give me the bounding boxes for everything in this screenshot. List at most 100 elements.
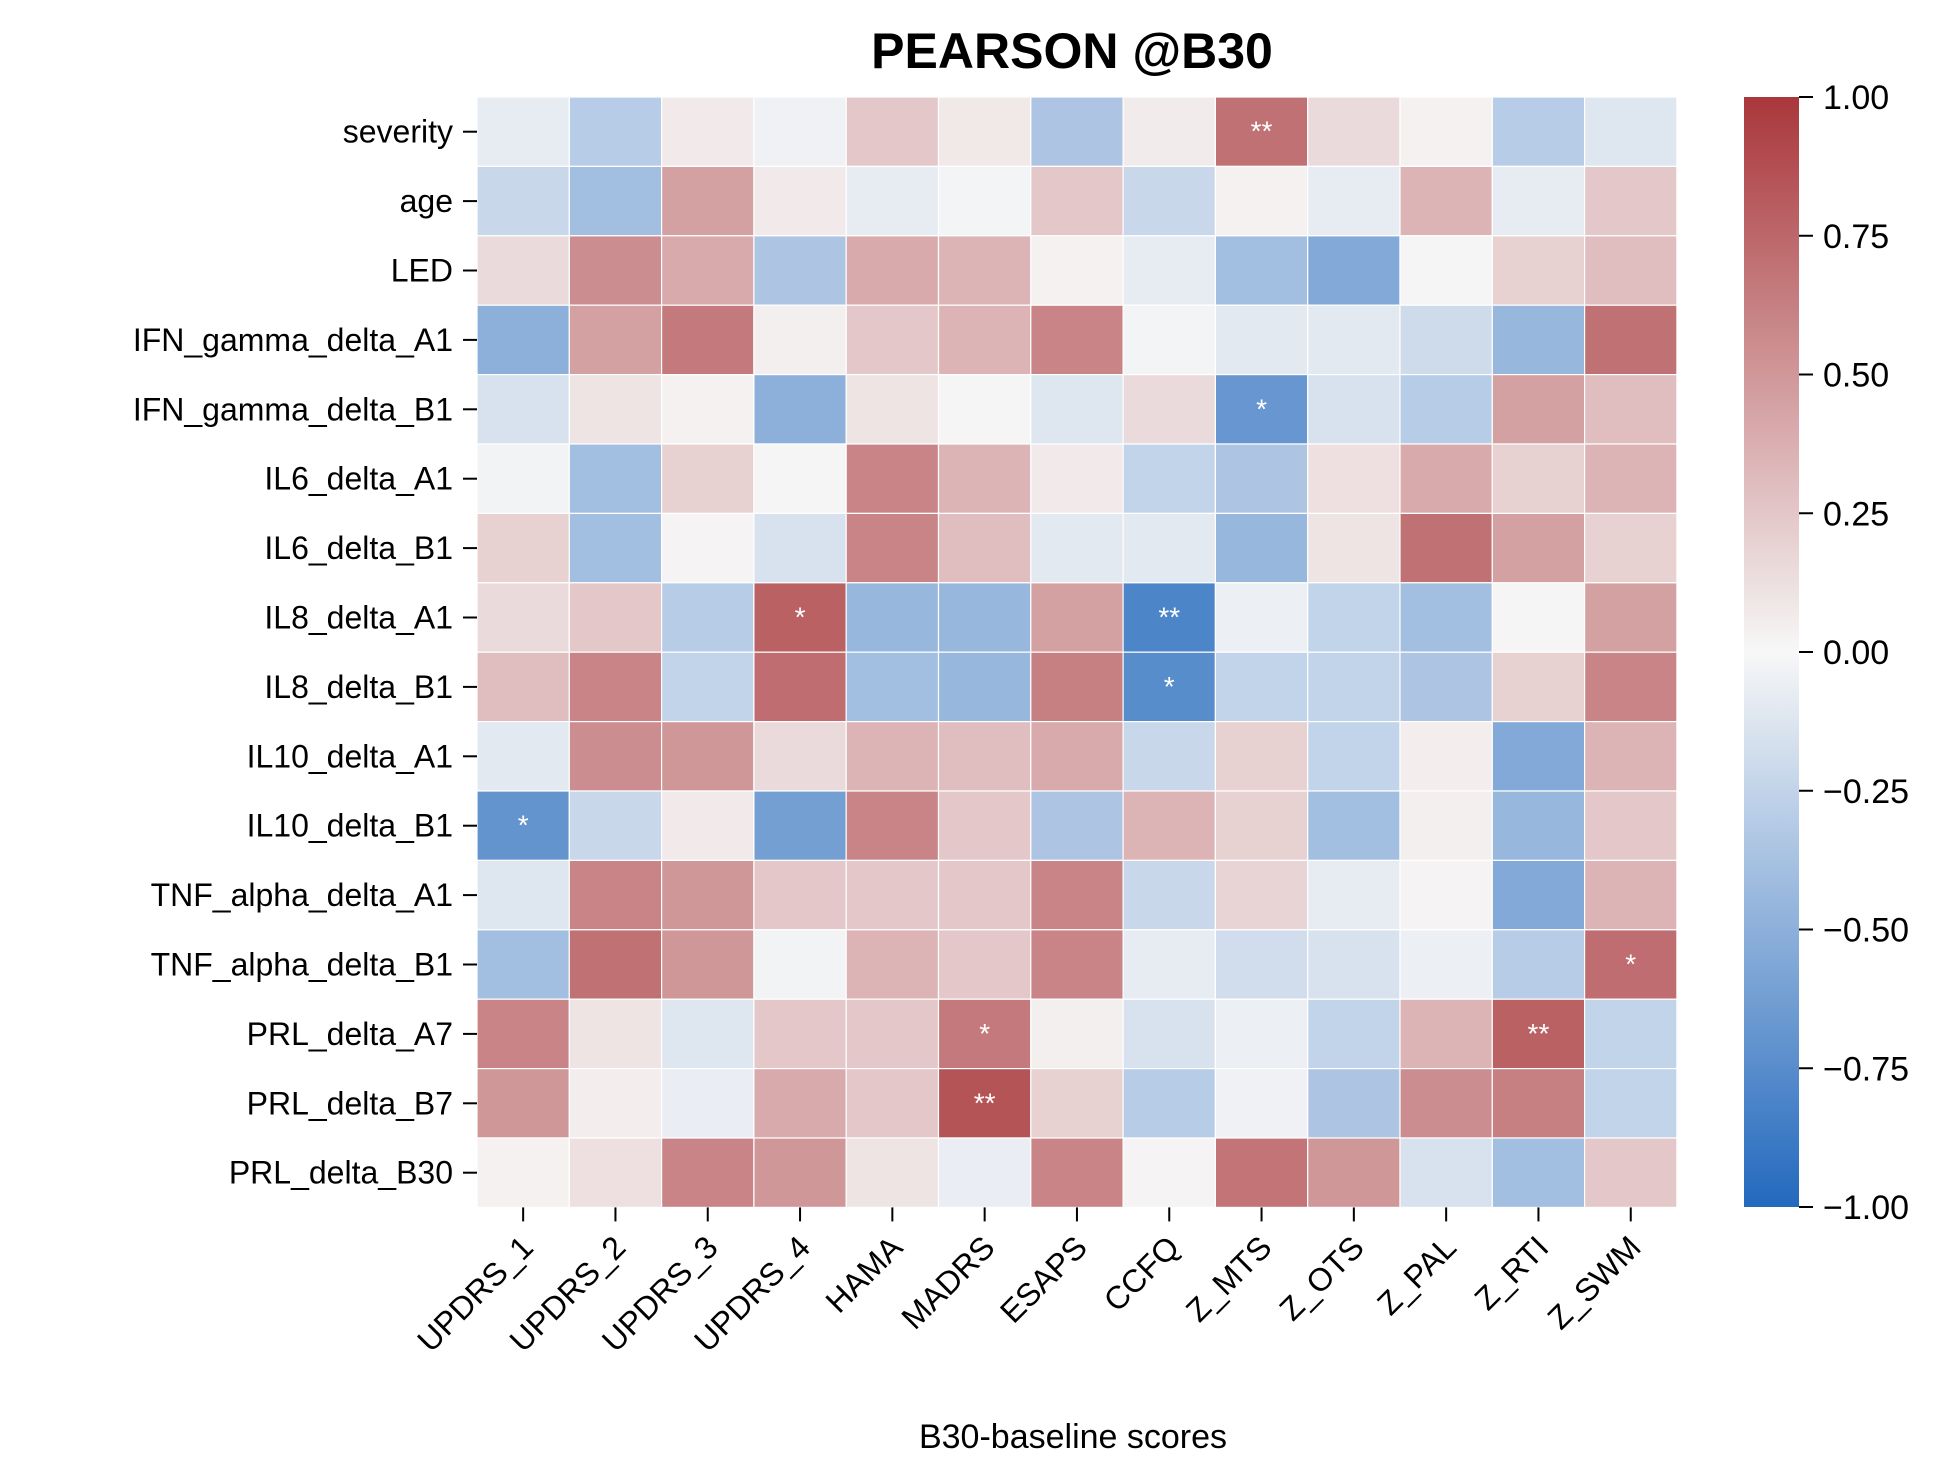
y-tick-label: IL6_delta_B1 <box>264 530 453 566</box>
heatmap-cell <box>1491 651 1586 723</box>
heatmap-cell <box>568 582 663 653</box>
colorbar-tick-label: −0.75 <box>1823 1050 1909 1088</box>
heatmap-cell <box>476 859 570 931</box>
heatmap-cell <box>568 998 663 1070</box>
heatmap-cell <box>1307 790 1401 862</box>
heatmap-cell <box>1214 235 1309 306</box>
heatmap-cell <box>568 790 663 862</box>
y-tick-label: age <box>400 183 453 219</box>
heatmap-cell <box>1307 998 1401 1070</box>
x-tick-label: MADRS <box>894 1229 1001 1336</box>
heatmap-cell <box>568 304 663 376</box>
heatmap-cell <box>937 651 1032 723</box>
heatmap-cell <box>845 96 940 168</box>
y-tick-label: severity <box>343 114 453 150</box>
heatmap-cell <box>660 651 755 723</box>
heatmap-cells <box>476 96 1678 1209</box>
colorbar-tick-label: −0.50 <box>1823 912 1909 950</box>
heatmap-cell <box>1583 235 1678 306</box>
y-tick-label: IL6_delta_A1 <box>264 461 453 497</box>
heatmap-cell <box>753 720 847 792</box>
colorbar-tick-label: 1.00 <box>1823 79 1889 117</box>
heatmap-cell <box>1583 859 1678 931</box>
heatmap-cell <box>1583 651 1678 723</box>
heatmap-cell <box>1122 304 1216 376</box>
heatmap-cell <box>660 859 755 931</box>
heatmap-cell <box>1399 790 1493 862</box>
y-tick-label: PRL_delta_B30 <box>229 1155 453 1191</box>
heatmap-cell <box>937 165 1032 237</box>
heatmap-cell <box>1030 929 1124 1000</box>
heatmap-cell <box>1307 582 1401 653</box>
heatmap-cell <box>568 374 663 445</box>
y-tick-label: TNF_alpha_delta_B1 <box>151 947 453 983</box>
heatmap-cell <box>937 790 1032 862</box>
heatmap-cell <box>1307 374 1401 445</box>
heatmap-cell <box>476 998 570 1070</box>
heatmap-cell <box>753 1137 847 1209</box>
heatmap-cell <box>476 165 570 237</box>
heatmap-cell <box>1491 790 1586 862</box>
heatmap-cell <box>568 443 663 515</box>
heatmap-cell <box>660 235 755 306</box>
heatmap-cell <box>1030 374 1124 445</box>
heatmap-cell <box>1583 720 1678 792</box>
heatmap-cell <box>937 929 1032 1000</box>
heatmap-cell <box>1399 1137 1493 1209</box>
heatmap-cell <box>1030 443 1124 515</box>
significance-markers: **** ****** **** <box>518 116 1637 1119</box>
heatmap-cell <box>1583 998 1678 1070</box>
heatmap-cell <box>937 374 1032 445</box>
heatmap-cell <box>1122 720 1216 792</box>
heatmap-cell <box>1399 859 1493 931</box>
heatmap-cell <box>476 1137 570 1209</box>
x-tick-label: ESAPS <box>993 1229 1094 1330</box>
heatmap-cell <box>476 651 570 723</box>
heatmap-cell <box>568 1067 663 1139</box>
colorbar-tick-label: 0.25 <box>1823 495 1889 533</box>
heatmap-cell <box>1030 651 1124 723</box>
heatmap-cell <box>568 1137 663 1209</box>
heatmap-cell <box>476 374 570 445</box>
heatmap-cell <box>568 96 663 168</box>
heatmap-cell <box>1122 859 1216 931</box>
heatmap-cell <box>1214 96 1309 168</box>
heatmap-cell <box>1307 443 1401 515</box>
heatmap-cell <box>660 790 755 862</box>
colorbar-tick-label: −0.25 <box>1823 773 1909 811</box>
heatmap-cell <box>937 1137 1032 1209</box>
heatmap-cell <box>1399 374 1493 445</box>
y-tick-label: PRL_delta_B7 <box>247 1085 453 1121</box>
y-tick-label: PRL_delta_A7 <box>247 1016 453 1052</box>
heatmap-cell <box>568 235 663 306</box>
y-tick-label: IL10_delta_B1 <box>247 808 453 844</box>
heatmap-cell <box>753 235 847 306</box>
heatmap-cell <box>937 720 1032 792</box>
heatmap-cell <box>660 1067 755 1139</box>
heatmap-cell <box>1030 1067 1124 1139</box>
heatmap-cell <box>476 96 570 168</box>
heatmap-cell <box>1491 96 1586 168</box>
heatmap-cell <box>1583 582 1678 653</box>
significance-marker: ** <box>1251 116 1273 147</box>
heatmap-cell <box>1399 1067 1493 1139</box>
heatmap-cell <box>753 582 847 653</box>
heatmap-cell <box>753 651 847 723</box>
heatmap-cell <box>1491 1137 1586 1209</box>
heatmap-cell <box>660 512 755 584</box>
heatmap-cell <box>1307 96 1401 168</box>
heatmap-cell <box>660 96 755 168</box>
heatmap-cell <box>1491 443 1586 515</box>
heatmap-cell <box>753 859 847 931</box>
heatmap-cell <box>1583 443 1678 515</box>
colorbar-tick-label: 0.75 <box>1823 218 1889 256</box>
heatmap-cell <box>845 790 940 862</box>
heatmap-cell <box>753 998 847 1070</box>
heatmap-cell <box>1214 720 1309 792</box>
y-tick-label: LED <box>391 253 453 289</box>
heatmap-cell <box>1030 790 1124 862</box>
heatmap-cell <box>753 96 847 168</box>
heatmap-cell <box>1399 235 1493 306</box>
heatmap-cell <box>476 235 570 306</box>
